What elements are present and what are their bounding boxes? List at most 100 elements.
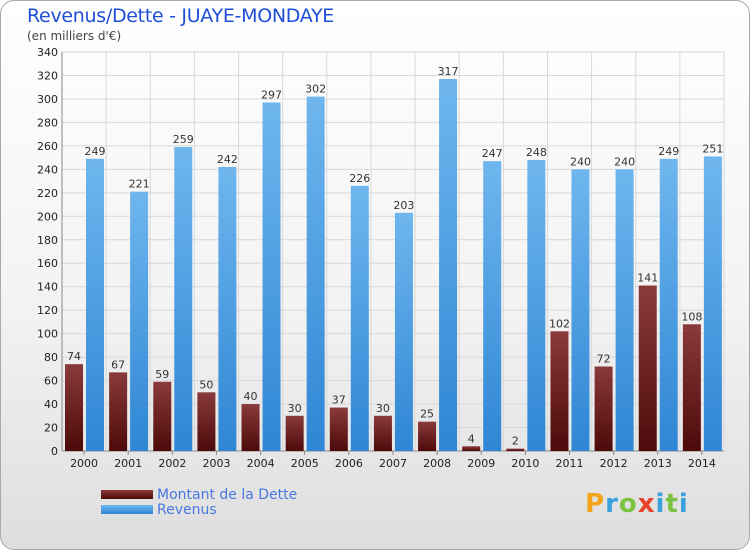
x-tick-label-2005: 2005 [291,457,319,470]
y-tick-label: 260 [37,140,58,153]
y-tick-label: 280 [37,116,58,129]
y-tick-label: 320 [37,69,58,82]
bar-debt-2002 [153,381,172,451]
x-tick-label-2012: 2012 [600,457,628,470]
grid [61,51,725,452]
bar-revenue-2013 [659,158,678,451]
data-label-revenue-2011: 240 [570,155,591,168]
legend-label-debt: Montant de la Dette [157,486,298,503]
legend-label-revenue: Revenus [157,501,217,518]
bar-revenue-2008 [439,78,458,451]
bar-debt-2012 [594,366,613,451]
data-label-revenue-2008: 317 [438,65,459,78]
data-label-debt-2000: 74 [67,350,81,363]
bar-revenue-2012 [615,169,634,451]
data-label-debt-2009: 4 [468,432,475,445]
bar-debt-2011 [550,331,569,451]
data-label-revenue-2000: 249 [85,145,106,158]
bar-debt-2014 [682,324,701,451]
bar-revenue-2002 [174,147,193,451]
bar-debt-2010 [506,448,525,451]
data-label-debt-2008: 25 [420,408,434,421]
bar-revenue-2010 [527,159,546,451]
x-tick-label-2011: 2011 [556,457,584,470]
y-tick-label: 0 [51,445,58,458]
y-tick-label: 200 [37,210,58,223]
x-tick-label-2006: 2006 [335,457,363,470]
bars [65,78,722,451]
data-label-revenue-2009: 247 [482,147,503,160]
axes: 0204060801001201401601802002202402602803… [37,46,724,470]
data-label-debt-2011: 102 [549,317,570,330]
x-tick-label-2009: 2009 [467,457,495,470]
x-tick-label-2007: 2007 [379,457,407,470]
x-tick-label-2013: 2013 [644,457,672,470]
bar-debt-2001 [109,372,128,451]
bar-debt-2013 [638,285,657,451]
data-label-debt-2012: 72 [597,353,611,366]
data-label-debt-2002: 59 [155,368,169,381]
y-tick-label: 180 [37,234,58,247]
data-label-debt-2006: 37 [332,394,346,407]
y-tick-label: 100 [37,328,58,341]
data-label-debt-2003: 50 [199,378,213,391]
y-tick-label: 60 [44,375,58,388]
legend: Montant de la Dette Revenus [101,486,298,518]
bar-revenue-2006 [350,185,369,451]
data-label-revenue-2006: 226 [349,172,370,185]
x-tick-label-2008: 2008 [423,457,451,470]
data-label-revenue-2014: 251 [702,142,723,155]
data-label-revenue-2002: 259 [173,133,194,146]
y-tick-label: 140 [37,281,58,294]
data-label-debt-2005: 30 [288,402,302,415]
bar-revenue-2014 [703,156,722,451]
x-tick-label-2000: 2000 [70,457,98,470]
chart-subtitle: (en milliers d'€) [27,29,122,43]
bar-revenue-2005 [306,96,325,451]
bar-debt-2009 [462,446,481,451]
data-label-revenue-2013: 249 [658,145,679,158]
bar-debt-2007 [373,415,392,451]
bar-debt-2000 [65,364,83,451]
bar-revenue-2003 [218,167,237,451]
x-tick-label-2001: 2001 [114,457,142,470]
x-tick-label-2004: 2004 [247,457,275,470]
bar-revenue-2007 [394,212,413,451]
x-tick-label-2002: 2002 [158,457,186,470]
y-tick-label: 20 [44,422,58,435]
data-label-revenue-2003: 242 [217,153,238,166]
bar-debt-2004 [241,404,260,451]
data-label-debt-2010: 2 [512,435,519,448]
bar-revenue-2011 [571,169,590,451]
data-label-revenue-2012: 240 [614,155,635,168]
data-label-debt-2013: 141 [637,272,658,285]
data-labels: 7424967221592595024240297303023722630203… [67,65,723,448]
data-label-revenue-2005: 302 [305,83,326,96]
data-label-debt-2014: 108 [681,310,702,323]
bar-debt-2006 [329,407,348,451]
y-tick-label: 220 [37,187,58,200]
legend-item-debt: Montant de la Dette [101,486,298,503]
legend-swatch-revenue [101,505,153,514]
y-tick-label: 40 [44,398,58,411]
y-tick-label: 80 [44,351,58,364]
bar-debt-2003 [197,392,216,451]
y-tick-label: 240 [37,163,58,176]
bar-revenue-2000 [86,158,104,451]
bar-revenue-2001 [130,191,149,451]
data-label-revenue-2001: 221 [129,178,150,191]
data-label-debt-2007: 30 [376,402,390,415]
y-tick-label: 300 [37,93,58,106]
data-label-debt-2001: 67 [111,358,125,371]
y-tick-label: 340 [37,46,58,59]
x-tick-label-2010: 2010 [511,457,539,470]
data-label-debt-2004: 40 [244,390,258,403]
legend-swatch-debt [101,490,153,499]
x-tick-label-2003: 2003 [202,457,230,470]
x-tick-label-2014: 2014 [688,457,716,470]
data-label-revenue-2010: 248 [526,146,547,159]
chart-title: Revenus/Dette - JUAYE-MONDAYE [27,5,334,27]
data-label-revenue-2007: 203 [393,199,414,212]
legend-item-revenue: Revenus [101,501,297,518]
